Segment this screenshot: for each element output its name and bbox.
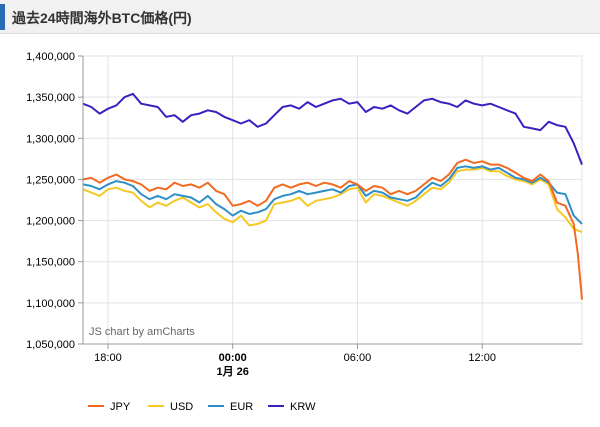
chart-title: 過去24時間海外BTC価格(円)	[12, 10, 192, 26]
axes: 1,050,000 1,100,000 1,150,000 1,200,000 1,25…	[26, 51, 582, 378]
series-line-usd[interactable]	[82, 166, 583, 234]
x-tick-sublabel: 1月 26	[216, 365, 248, 378]
x-tick-label: 06:00	[344, 352, 372, 364]
y-tick-label: 1,400,000	[26, 51, 75, 63]
y-tick-label: 1,200,000	[26, 216, 75, 228]
series-lines	[82, 92, 583, 300]
legend: JPY USD EUR KRW	[88, 401, 316, 413]
x-tick-label: 00:00	[219, 352, 247, 364]
plot-area	[82, 55, 583, 345]
legend-label-jpy[interactable]: JPY	[110, 401, 131, 413]
chart-header: 過去24時間海外BTC価格(円)	[0, 0, 600, 34]
grid-lines	[82, 55, 583, 345]
x-tick-label: 12:00	[468, 352, 496, 364]
header-accent-bar	[0, 4, 5, 30]
series-line-krw[interactable]	[82, 92, 583, 165]
legend-label-usd[interactable]: USD	[170, 401, 193, 413]
series-line-eur[interactable]	[82, 165, 583, 225]
legend-label-krw[interactable]: KRW	[290, 401, 316, 413]
y-tick-label: 1,150,000	[26, 257, 75, 269]
series-line-jpy[interactable]	[82, 158, 583, 300]
amcharts-credit[interactable]: JS chart by amCharts	[89, 326, 195, 338]
legend-label-eur[interactable]: EUR	[230, 401, 253, 413]
y-tick-label: 1,350,000	[26, 92, 75, 104]
y-tick-label: 1,250,000	[26, 174, 75, 186]
y-tick-label: 1,050,000	[26, 339, 75, 351]
y-tick-label: 1,300,000	[26, 133, 75, 145]
y-tick-label: 1,100,000	[26, 298, 75, 310]
x-tick-label: 18:00	[94, 352, 122, 364]
